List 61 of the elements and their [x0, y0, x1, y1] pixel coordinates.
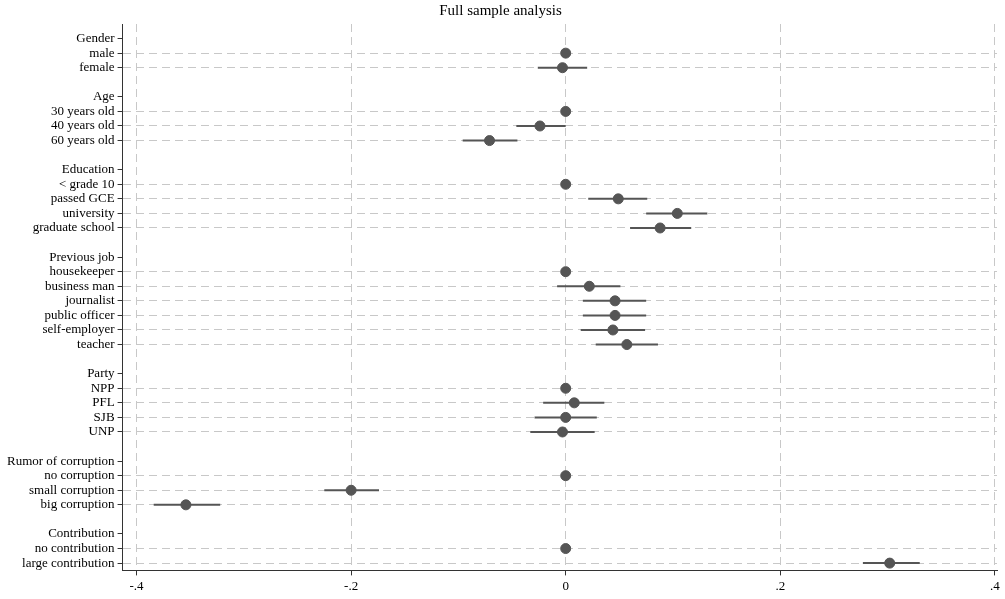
point	[609, 295, 621, 307]
y-tick-label: teacher	[77, 335, 116, 351]
point	[534, 120, 546, 132]
point	[560, 411, 572, 423]
y-tick-label: Education	[61, 161, 116, 177]
y-tick-label: housekeeper	[49, 263, 116, 279]
y-tick-label: graduate school	[32, 219, 115, 235]
y-tick-label: 30 years old	[51, 102, 116, 118]
point	[180, 499, 192, 511]
y-tick-label: Age	[92, 88, 115, 104]
point	[560, 470, 572, 482]
y-tick-label: SJB	[93, 408, 115, 424]
x-tick-label: -.2	[344, 577, 359, 593]
y-tick-label: passed GCE	[50, 190, 115, 206]
point	[560, 382, 572, 394]
point	[568, 397, 580, 409]
y-tick-label: self-employer	[42, 321, 116, 337]
y-tick-label: Rumor of corruption	[7, 452, 116, 468]
point	[671, 207, 683, 219]
chart-title: Full sample analysis	[439, 1, 562, 18]
y-tick-label: no corruption	[44, 467, 116, 483]
y-tick-label: small corruption	[29, 481, 116, 497]
point	[560, 47, 572, 59]
y-tick-label: business man	[44, 277, 116, 293]
point	[484, 135, 496, 147]
point	[607, 324, 619, 336]
y-tick-label: UNP	[88, 423, 115, 439]
point	[556, 62, 568, 74]
point	[556, 426, 568, 438]
y-tick-label: Previous job	[49, 248, 115, 264]
point	[560, 105, 572, 117]
point	[612, 193, 624, 205]
point	[621, 339, 633, 351]
point	[884, 557, 896, 569]
y-tick-label: Contribution	[48, 525, 116, 541]
y-tick-label: big corruption	[40, 496, 116, 512]
y-tick-label: Gender	[76, 29, 116, 45]
y-tick-label: male	[89, 44, 115, 60]
y-tick-label: 60 years old	[51, 131, 116, 147]
point	[583, 280, 595, 292]
point	[609, 309, 621, 321]
y-tick-label: NPP	[90, 379, 115, 395]
y-tick-label: female	[79, 59, 115, 75]
y-tick-label: < grade 10	[58, 175, 115, 191]
x-tick-label: -.4	[129, 577, 145, 593]
point	[654, 222, 666, 234]
point	[345, 484, 357, 496]
point	[560, 178, 572, 190]
y-tick-label: Party	[87, 365, 116, 381]
y-tick-label: 40 years old	[51, 117, 116, 133]
y-tick-label: PFL	[92, 394, 115, 410]
y-tick-label: large contribution	[22, 554, 116, 570]
y-tick-label: no contribution	[34, 539, 116, 555]
x-tick-label: .2	[775, 577, 786, 593]
x-tick-label: 0	[562, 577, 569, 593]
point	[560, 266, 572, 278]
x-tick-label: .4	[989, 577, 1001, 593]
y-tick-label: public officer	[44, 306, 116, 322]
y-tick-label: journalist	[64, 292, 115, 308]
y-tick-label: university	[62, 204, 116, 220]
point	[560, 543, 572, 555]
